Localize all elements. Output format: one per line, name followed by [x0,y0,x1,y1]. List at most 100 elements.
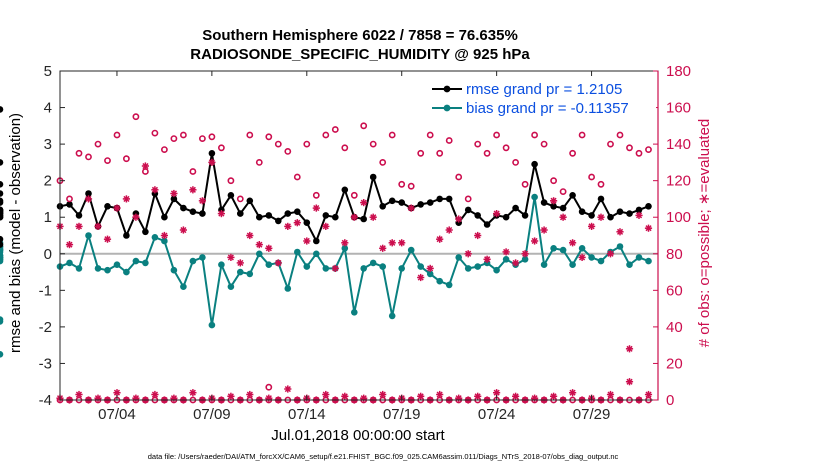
obs-possible-marker [550,177,557,185]
obs-evaluated-marker [417,273,425,282]
rmse-point [142,228,149,236]
obs-evaluated-marker [644,390,653,399]
y-right-tick-label: 100 [666,209,691,226]
bias-point [94,265,102,272]
obs-possible-marker [170,135,178,142]
rmse-point [531,160,538,168]
obs-possible-marker [445,137,453,144]
bias-point [635,254,643,261]
obs-possible-marker [132,113,140,121]
y-right-tick-label: 40 [666,319,683,336]
bias-point [616,243,624,250]
rmse-point [0,159,4,166]
x-tick-label: 07/04 [98,406,136,423]
rmse-point [398,199,406,206]
bias-point [597,257,605,265]
obs-possible-marker [474,140,482,148]
bias-point [474,263,482,270]
obs-evaluated-marker [550,392,558,400]
rmse-point [445,195,453,203]
bias-point [227,283,235,291]
obs-possible-marker [274,140,282,148]
obs-possible-marker [521,180,529,188]
bias-point [208,321,216,329]
obs-evaluated-marker [512,392,520,400]
bias-point [398,265,406,272]
bias-point [189,257,197,265]
rmse-point [540,199,548,206]
rmse-point [246,197,254,205]
bias-point [369,259,377,267]
rmse-point [379,203,387,210]
rmse-point [597,195,605,203]
bias-point [626,261,633,269]
obs-evaluated-marker [569,239,577,247]
y-tick-label: 2 [44,173,52,190]
bias-point [645,257,652,265]
obs-evaluated-marker [464,250,472,258]
y-tick-label: -2 [39,319,52,336]
bias-point [351,309,358,316]
obs-evaluated-marker [578,253,586,261]
obs-possible-marker [417,149,425,157]
obs-evaluated-marker [597,213,605,221]
bias-point [341,245,349,252]
obs-evaluated-marker [521,250,529,258]
obs-possible-marker [369,140,377,148]
obs-possible-marker [635,149,643,157]
rmse-point [369,173,377,181]
legend: rmse grand pr = 1.2105 bias grand pr = -… [421,78,656,122]
legend-bias-label: bias grand pr = -0.11357 [466,100,629,117]
chart-title: Southern Hemisphere 6022 / 7858 = 76.635… [202,27,518,44]
obs-possible-marker [388,131,396,139]
y-tick-label: 1 [44,209,52,226]
obs-possible-marker [123,155,130,163]
y-tick-label: 0 [44,246,52,263]
obs-possible-marker [265,383,273,391]
obs-evaluated-marker [426,264,434,272]
obs-evaluated-marker [170,189,178,198]
obs-evaluated-marker [75,222,83,230]
bias-point [360,265,368,272]
obs-evaluated-marker [274,259,282,267]
obs-evaluated-marker [559,213,567,221]
obs-evaluated-marker [644,224,653,232]
rmse-point [607,213,614,221]
legend-rmse-marker [443,85,451,93]
rmse-point [255,213,263,221]
obs-possible-marker [341,144,349,152]
obs-evaluated-marker [379,390,387,399]
y-right-tick-label: 80 [666,246,683,263]
rmse-point [66,201,73,208]
obs-possible-marker [645,146,652,153]
rmse-point [322,212,330,219]
y-right-tick-label: 120 [666,173,691,190]
bias-point [322,265,330,272]
rmse-point [85,190,92,197]
rmse-point [189,208,197,215]
bias-point [142,259,149,267]
obs-possible-marker [293,173,301,181]
rmse-point [0,190,4,197]
bias-point [0,256,4,263]
bias-point [407,246,415,254]
obs-evaluated-marker [65,241,74,249]
rmse-point [284,210,292,217]
rmse-point [483,221,491,228]
obs-possible-marker [540,140,548,148]
rmse-point [645,203,652,210]
bias-point [464,265,472,272]
obs-evaluated-marker [246,231,254,240]
obs-evaluated-marker [75,390,83,399]
obs-evaluated-marker [151,390,159,399]
y-tick-label: -3 [39,355,52,372]
bias-point [313,250,320,258]
x-tick-label: 07/14 [288,406,326,423]
obs-evaluated-marker [625,378,634,386]
rmse-point [227,192,235,199]
obs-possible-marker [350,191,358,199]
rmse-point [0,235,4,243]
obs-evaluated-marker [436,390,444,399]
obs-evaluated-marker [255,241,263,249]
